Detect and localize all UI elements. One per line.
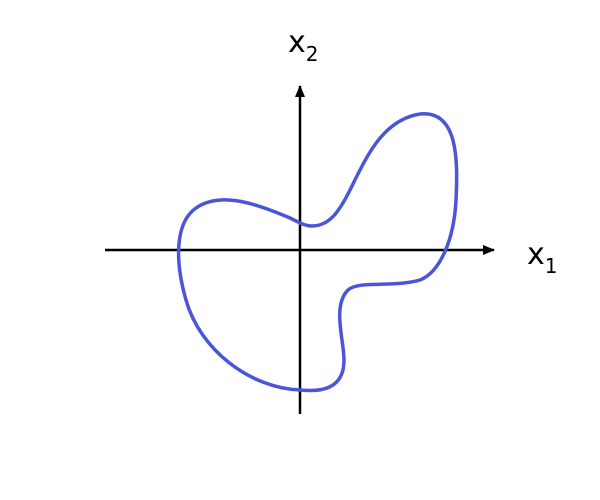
x-axis-label: x1 [527, 237, 558, 278]
closed-curve [176, 112, 459, 393]
y-axis-label: x2 [288, 25, 319, 66]
